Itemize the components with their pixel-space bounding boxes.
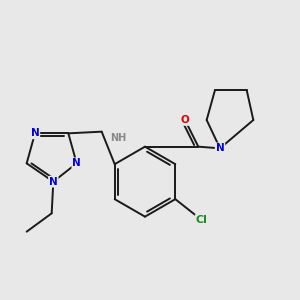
Text: Cl: Cl (196, 215, 208, 225)
Text: N: N (31, 128, 39, 138)
Text: N: N (49, 177, 58, 187)
Text: N: N (216, 143, 224, 153)
Text: O: O (181, 115, 189, 125)
Text: NH: NH (110, 133, 127, 143)
Text: N: N (72, 158, 81, 168)
